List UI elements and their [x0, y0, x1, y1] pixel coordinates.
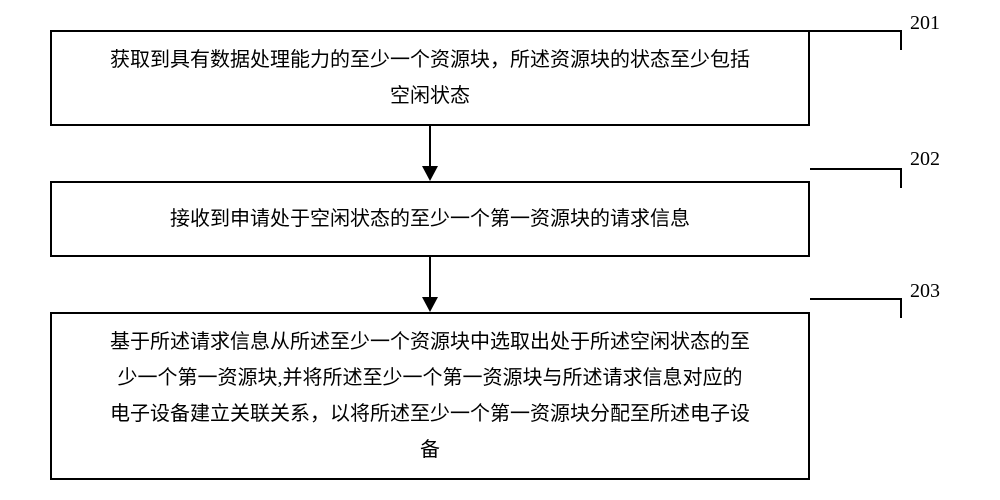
leader-202	[810, 168, 900, 170]
box-203-line2: 少一个第一资源块,并将所述至少一个第一资源块与所述请求信息对应的	[72, 360, 788, 396]
arrow-201-202	[50, 126, 810, 181]
arrow-down-icon	[415, 126, 445, 181]
leader-201	[810, 30, 900, 32]
arrow-202-203	[50, 257, 810, 312]
label-202: 202	[910, 148, 940, 171]
box-201-line1: 获取到具有数据处理能力的至少一个资源块，所述资源块的状态至少包括	[72, 42, 788, 78]
arrow-down-icon	[415, 257, 445, 312]
box-203-line1: 基于所述请求信息从所述至少一个资源块中选取出处于所述空闲状态的至	[72, 324, 788, 360]
label-203: 203	[910, 280, 940, 303]
box-202-line1: 接收到申请处于空闲状态的至少一个第一资源块的请求信息	[72, 201, 788, 237]
label-201: 201	[910, 12, 940, 35]
leader-203	[810, 298, 900, 300]
box-201-line2: 空闲状态	[72, 78, 788, 114]
flow-box-201: 获取到具有数据处理能力的至少一个资源块，所述资源块的状态至少包括 空闲状态	[50, 30, 810, 126]
flow-box-203: 基于所述请求信息从所述至少一个资源块中选取出处于所述空闲状态的至 少一个第一资源…	[50, 312, 810, 480]
box-203-line3: 电子设备建立关联关系，以将所述至少一个第一资源块分配至所述电子设	[72, 396, 788, 432]
flow-box-202: 接收到申请处于空闲状态的至少一个第一资源块的请求信息	[50, 181, 810, 257]
box-203-line4: 备	[72, 432, 788, 468]
flowchart-container: 获取到具有数据处理能力的至少一个资源块，所述资源块的状态至少包括 空闲状态 接收…	[50, 30, 810, 480]
